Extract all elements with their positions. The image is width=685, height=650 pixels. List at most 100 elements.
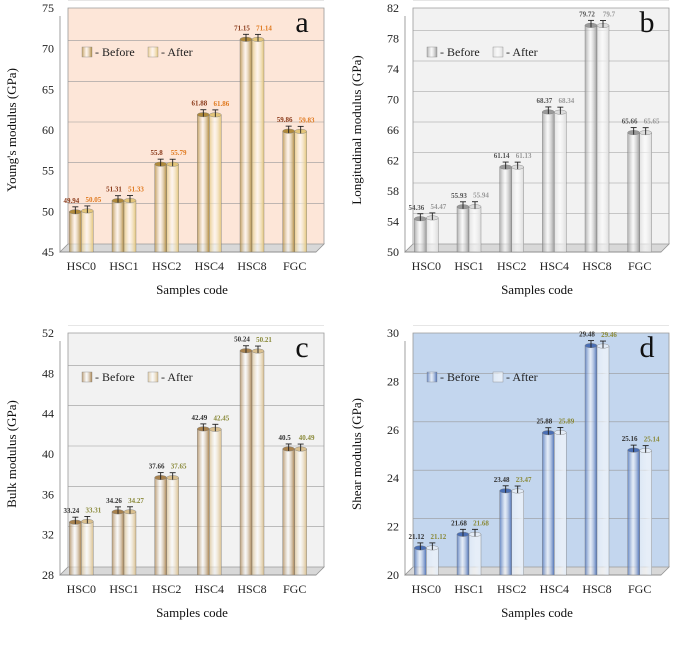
bar-b-after-HSC0	[426, 217, 439, 253]
y-tick-label: 45	[42, 245, 54, 259]
bar-b-after-HSC1	[468, 206, 482, 253]
x-tick-label: FGC	[283, 259, 306, 273]
data-label: 61.88	[191, 100, 207, 108]
data-label: 51.31	[106, 186, 122, 194]
x-tick-label: HSC1	[454, 259, 483, 273]
bar-b-after-HSC8	[596, 25, 610, 253]
x-tick-label: HSC2	[497, 582, 526, 596]
y-tick-label: 36	[42, 487, 54, 501]
x-tick-label: HSC8	[237, 582, 266, 596]
data-label: 50.21	[256, 336, 272, 344]
data-label: 59.86	[277, 116, 293, 124]
y-tick-label: 70	[42, 42, 54, 56]
panel-letter: c	[295, 331, 308, 364]
bar-d-before-HSC8	[584, 345, 598, 576]
y-tick-label: 50	[42, 204, 54, 218]
x-axis-title: Samples code	[156, 282, 228, 297]
y-tick-label: 26	[387, 423, 399, 437]
bar-a-before-HSC0	[69, 211, 82, 253]
legend-swatch-after	[492, 46, 504, 58]
data-label: 55.94	[473, 192, 489, 200]
data-label: 21.68	[451, 519, 467, 527]
longitudinal-modulus-chart: 50 54 58 62 66 70 74 78 82 54.36 54.47 HSC0 55.93 55.…	[349, 0, 670, 297]
x-tick-label: FGC	[283, 582, 306, 596]
bar-b-before-HSC4	[542, 111, 555, 253]
bar-d-before-HSC4	[542, 432, 555, 576]
bar-c-after-HSC2	[166, 477, 179, 576]
bar-c-after-HSC4	[209, 429, 222, 576]
bar-a-after-HSC0	[81, 210, 94, 253]
legend: - Before - After	[426, 370, 538, 384]
data-label: 51.33	[128, 186, 144, 194]
y-tick-label: 82	[387, 1, 399, 15]
bar-b-before-HSC2	[499, 166, 512, 253]
bar-a-after-HSC2	[166, 164, 179, 253]
young-modulus-chart: 45 50 55 60 65 70 75 49.94 50.05 HSC0 51.31 51.33 HS…	[4, 0, 325, 297]
legend-swatch-after	[147, 371, 159, 383]
chart-panel-d: 20 22 24 26 28 30 21.12 21.12 HSC0 21.68 21.68 HSC1…	[345, 324, 685, 650]
data-label: 25.88	[536, 418, 552, 426]
y-tick-label: 54	[387, 215, 399, 229]
data-label: 50.05	[85, 196, 101, 204]
bar-c-before-HSC8	[239, 350, 253, 576]
y-tick-label: 65	[42, 82, 54, 96]
data-label: 21.12	[408, 533, 424, 541]
bar-c-before-HSC2	[154, 477, 167, 576]
x-tick-label: FGC	[628, 259, 651, 273]
data-label: 33.31	[85, 506, 101, 514]
shear-modulus-chart: 20 22 24 26 28 30 21.12 21.12 HSC0 21.68 21.68 HSC1…	[349, 324, 670, 620]
data-label: 42.45	[213, 414, 229, 422]
data-label: 21.12	[430, 533, 446, 541]
y-tick-label: 74	[387, 62, 399, 76]
x-tick-label: HSC1	[454, 582, 483, 596]
data-label: 29.48	[579, 331, 595, 339]
data-label: 61.13	[516, 152, 532, 160]
y-tick-label: 28	[42, 568, 54, 582]
data-label: 49.94	[63, 197, 79, 205]
y-tick-label: 58	[387, 184, 399, 198]
data-label: 25.16	[622, 435, 638, 443]
y-tick-label: 52	[42, 326, 54, 340]
bar-d-after-HSC0	[426, 547, 439, 576]
y-axis-title: Bulk modulus (GPa)	[4, 400, 19, 508]
y-axis-title: Shear modulus (GPa)	[349, 398, 364, 510]
data-label: 40.49	[299, 434, 315, 442]
y-tick-label: 20	[387, 568, 399, 582]
y-tick-label: 70	[387, 93, 399, 107]
data-label: 68.37	[536, 97, 552, 105]
x-tick-label: HSC2	[497, 259, 526, 273]
x-tick-label: HSC0	[67, 259, 96, 273]
bar-a-after-FGC	[294, 131, 307, 253]
legend-swatch-before	[81, 371, 93, 383]
data-label: 55.79	[171, 149, 187, 157]
legend-swatch-before	[426, 371, 438, 383]
x-tick-label: HSC1	[109, 582, 138, 596]
data-label: 42.49	[191, 414, 207, 422]
x-tick-label: HSC4	[195, 582, 224, 596]
bar-d-after-HSC4	[554, 432, 567, 576]
data-label: 34.26	[106, 497, 122, 505]
bar-d-after-HSC2	[511, 490, 524, 576]
legend-label-after: - After	[506, 370, 538, 384]
y-tick-label: 60	[42, 123, 54, 137]
bar-c-before-HSC0	[69, 521, 82, 576]
bar-a-after-HSC8	[251, 39, 265, 253]
x-tick-label: HSC2	[152, 259, 181, 273]
data-label: 23.48	[494, 476, 510, 484]
y-tick-label: 55	[42, 164, 54, 178]
chart-panel-c: 28 32 36 40 44 48 52 33.24 33.31 HSC0 34.26 34.27 HS…	[0, 324, 340, 650]
bar-d-before-HSC0	[414, 547, 427, 576]
x-tick-label: HSC0	[412, 259, 441, 273]
bar-d-after-FGC	[639, 450, 652, 576]
y-tick-label: 44	[42, 407, 54, 421]
data-label: 61.86	[213, 100, 229, 108]
x-tick-label: HSC4	[540, 582, 569, 596]
bar-d-after-HSC1	[468, 534, 482, 576]
bar-b-before-HSC8	[584, 25, 598, 253]
bar-c-after-HSC1	[123, 511, 137, 576]
y-tick-label: 24	[387, 471, 399, 485]
bar-b-before-HSC1	[456, 206, 470, 253]
legend: - Before - After	[81, 370, 193, 384]
bar-d-before-FGC	[627, 449, 640, 576]
bar-c-before-HSC4	[197, 428, 210, 576]
